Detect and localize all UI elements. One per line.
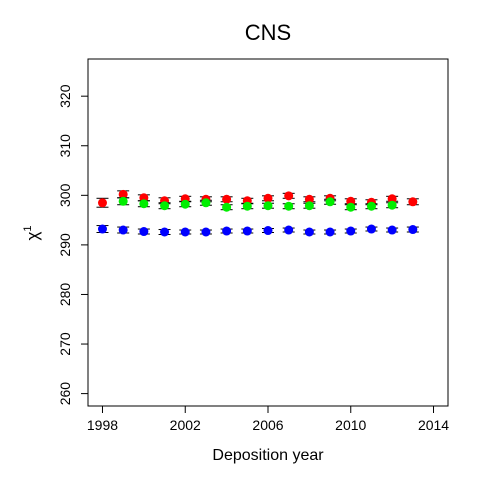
x-tick-label: 2002 [170, 417, 201, 433]
data-point [325, 227, 335, 237]
series-layer [96, 189, 419, 237]
y-axis: 260 270 280 290 300 310 320 [57, 84, 89, 406]
x-tick-label: 2010 [335, 417, 366, 433]
data-point [118, 189, 128, 199]
y-tick-label: 280 [57, 283, 73, 307]
data-point [263, 201, 273, 211]
data-point [201, 227, 211, 237]
data-point [284, 191, 294, 201]
data-point [284, 225, 294, 235]
data-point [284, 201, 294, 211]
y-axis-label: χ1 [22, 225, 42, 240]
x-tick-label: 2014 [418, 417, 449, 433]
data-point [408, 225, 418, 235]
data-point [325, 197, 335, 207]
data-point [387, 225, 397, 235]
data-point [222, 226, 232, 236]
y-tick-label: 320 [57, 84, 73, 108]
data-series [96, 224, 419, 237]
y-tick-label: 310 [57, 134, 73, 158]
data-point [242, 201, 252, 211]
x-axis: 1998 2002 2006 2010 2014 [87, 405, 449, 433]
y-axis-label-superscript: 1 [22, 225, 34, 231]
chart-title: CNS [245, 20, 291, 45]
data-point [304, 194, 314, 204]
data-point [139, 227, 149, 237]
data-series [117, 196, 399, 212]
data-point [118, 225, 128, 235]
x-axis-label: Deposition year [212, 447, 324, 464]
y-tick-label: 300 [57, 183, 73, 207]
data-point [263, 193, 273, 203]
data-point [180, 227, 190, 237]
data-point [180, 199, 190, 209]
data-point [139, 199, 149, 209]
data-point [160, 227, 170, 237]
data-point [118, 196, 128, 206]
data-point [346, 202, 356, 212]
data-point [222, 194, 232, 204]
data-point [366, 201, 376, 211]
data-point [263, 226, 273, 236]
data-point [201, 198, 211, 208]
data-point [242, 226, 252, 236]
data-point [97, 198, 107, 208]
data-point [304, 227, 314, 237]
y-tick-label: 270 [57, 332, 73, 356]
data-point [408, 197, 418, 207]
x-tick-label: 2006 [252, 417, 283, 433]
data-point [387, 200, 397, 210]
data-point [304, 201, 314, 211]
data-point [160, 201, 170, 211]
x-tick-label: 1998 [87, 417, 118, 433]
y-tick-label: 260 [57, 382, 73, 406]
y-tick-label: 290 [57, 233, 73, 257]
data-point [366, 224, 376, 234]
data-point [387, 194, 397, 204]
y-axis-label-symbol: χ [23, 232, 42, 241]
data-point [346, 226, 356, 236]
data-point [222, 202, 232, 212]
data-point [97, 224, 107, 234]
